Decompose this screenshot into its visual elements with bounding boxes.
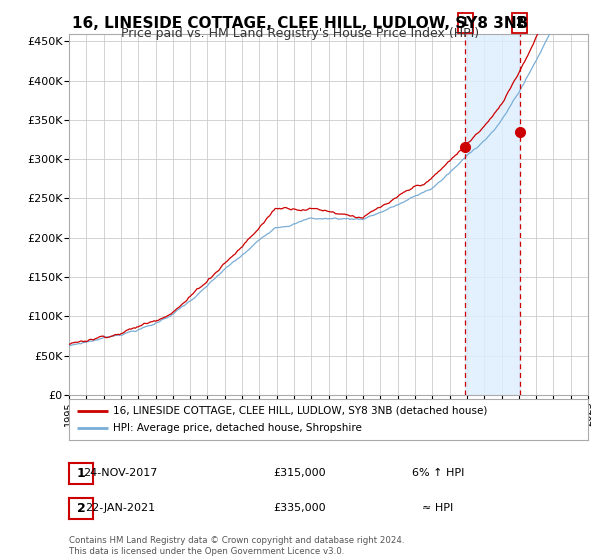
Text: 1: 1 <box>461 16 469 30</box>
Text: 16, LINESIDE COTTAGE, CLEE HILL, LUDLOW, SY8 3NB: 16, LINESIDE COTTAGE, CLEE HILL, LUDLOW,… <box>72 16 528 31</box>
Text: ≈ HPI: ≈ HPI <box>422 503 454 514</box>
Text: 2: 2 <box>515 16 524 30</box>
Text: £335,000: £335,000 <box>274 503 326 514</box>
Text: 22-JAN-2021: 22-JAN-2021 <box>85 503 155 514</box>
Bar <box>465 34 520 395</box>
Text: 1: 1 <box>77 466 85 480</box>
Text: 24-NOV-2017: 24-NOV-2017 <box>83 468 157 478</box>
Text: Contains HM Land Registry data © Crown copyright and database right 2024.
This d: Contains HM Land Registry data © Crown c… <box>69 536 404 556</box>
Text: Price paid vs. HM Land Registry's House Price Index (HPI): Price paid vs. HM Land Registry's House … <box>121 27 479 40</box>
Text: 2: 2 <box>77 502 85 515</box>
Text: 6% ↑ HPI: 6% ↑ HPI <box>412 468 464 478</box>
Text: 16, LINESIDE COTTAGE, CLEE HILL, LUDLOW, SY8 3NB (detached house): 16, LINESIDE COTTAGE, CLEE HILL, LUDLOW,… <box>113 405 487 416</box>
Text: HPI: Average price, detached house, Shropshire: HPI: Average price, detached house, Shro… <box>113 423 362 433</box>
Text: £315,000: £315,000 <box>274 468 326 478</box>
